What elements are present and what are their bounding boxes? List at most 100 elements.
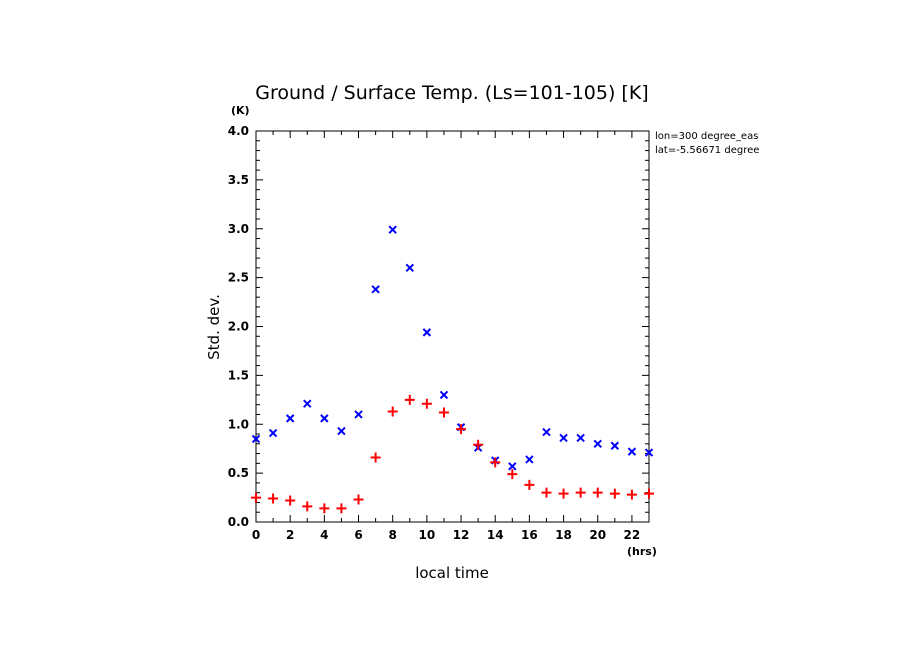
plus-marker <box>404 394 415 405</box>
plus-marker <box>507 469 518 480</box>
x-tick-label: 2 <box>286 528 294 542</box>
data-point <box>576 433 585 443</box>
data-point <box>644 448 654 457</box>
x-marker <box>388 225 397 234</box>
plus-marker <box>541 487 552 498</box>
data-point <box>627 447 637 456</box>
y-tick-label: 0.0 <box>228 515 249 529</box>
y-tick-label: 2.5 <box>228 271 249 285</box>
plus-marker <box>609 488 620 499</box>
data-point <box>337 426 346 436</box>
data-point <box>644 488 654 499</box>
plus-marker <box>387 406 398 417</box>
x-tick-label: 18 <box>555 528 572 542</box>
plus-marker <box>644 488 654 499</box>
y-tick-label: 1.0 <box>228 417 249 431</box>
plus-marker <box>251 492 261 503</box>
data-point <box>438 407 449 418</box>
x-tick-label: 4 <box>320 528 328 542</box>
plus-marker <box>524 479 535 490</box>
data-point <box>559 433 568 443</box>
x-tick-label: 0 <box>252 528 260 542</box>
y-axis-label: Std. dev. <box>205 294 223 360</box>
plus-marker <box>370 452 381 463</box>
data-point <box>542 427 551 437</box>
data-point <box>456 424 467 435</box>
y-tick-label: 3.0 <box>228 222 249 236</box>
data-point <box>268 493 279 504</box>
data-point <box>354 410 363 419</box>
x-tick-label: 22 <box>624 528 641 542</box>
data-point <box>303 399 312 408</box>
plus-marker <box>353 494 364 505</box>
data-point <box>387 406 398 417</box>
plus-marker <box>302 501 313 512</box>
data-point <box>251 434 261 444</box>
x-marker <box>268 428 278 438</box>
x-marker <box>525 455 534 464</box>
chart-title: Ground / Surface Temp. (Ls=101-105) [K] <box>255 82 648 104</box>
plus-marker <box>456 424 467 435</box>
plus-marker <box>336 503 347 514</box>
x-marker <box>593 439 602 449</box>
x-marker <box>303 399 312 408</box>
data-point <box>285 414 295 423</box>
x-marker <box>439 390 449 400</box>
x-marker <box>508 462 517 471</box>
plus-marker <box>626 489 637 500</box>
plot-frame <box>255 130 650 523</box>
data-point <box>507 469 518 480</box>
x-marker <box>354 410 363 419</box>
data-point <box>558 488 569 499</box>
data-marks <box>251 225 654 514</box>
x-marker <box>337 426 346 436</box>
x-marker <box>610 441 620 450</box>
plus-marker <box>473 439 484 450</box>
data-point <box>626 489 637 500</box>
x-marker <box>644 448 654 457</box>
x-marker <box>576 433 585 443</box>
data-point <box>251 492 261 503</box>
x-marker <box>422 328 432 337</box>
data-point <box>268 428 278 438</box>
data-point <box>439 390 449 400</box>
y-tick-label: 0.5 <box>228 466 249 480</box>
x-tick-label: 20 <box>589 528 606 542</box>
x-marker <box>405 263 414 273</box>
data-point <box>592 487 603 498</box>
x-tick-label: 8 <box>389 528 397 542</box>
x-tick-label: 16 <box>521 528 538 542</box>
plus-marker <box>438 407 449 418</box>
plus-marker <box>319 503 330 514</box>
plus-marker <box>558 488 569 499</box>
axis-ticks: 0 2 4 6 8 10 12 14 16 18 20 22 0.0 0.5 1.0 1.5 2.0 2.5 3.0… <box>228 124 650 542</box>
data-point <box>320 414 329 423</box>
data-point <box>388 225 397 234</box>
y-tick-label: 3.5 <box>228 173 249 187</box>
x-marker <box>559 433 568 443</box>
x-tick-label: 12 <box>453 528 470 542</box>
data-point <box>609 488 620 499</box>
data-point <box>404 394 415 405</box>
data-point <box>508 462 517 471</box>
x-marker <box>285 414 295 423</box>
annotation-lat: lat=-5.56671 degree <box>655 145 759 156</box>
data-point <box>353 494 364 505</box>
data-point <box>422 328 432 337</box>
x-tick-label: 10 <box>419 528 436 542</box>
data-point <box>370 452 381 463</box>
data-point <box>490 457 501 468</box>
y-unit: (K) <box>231 104 250 117</box>
data-point <box>525 455 534 464</box>
annotation-lon: lon=300 degree_eas <box>655 131 758 142</box>
data-point <box>473 439 484 450</box>
plus-marker <box>575 487 586 498</box>
y-tick-label: 2.0 <box>228 320 249 334</box>
x-marker <box>251 434 261 444</box>
plus-marker <box>490 457 501 468</box>
data-point <box>541 487 552 498</box>
plus-marker <box>285 495 296 506</box>
x-axis-label: local time <box>415 564 489 582</box>
x-marker <box>627 447 637 456</box>
